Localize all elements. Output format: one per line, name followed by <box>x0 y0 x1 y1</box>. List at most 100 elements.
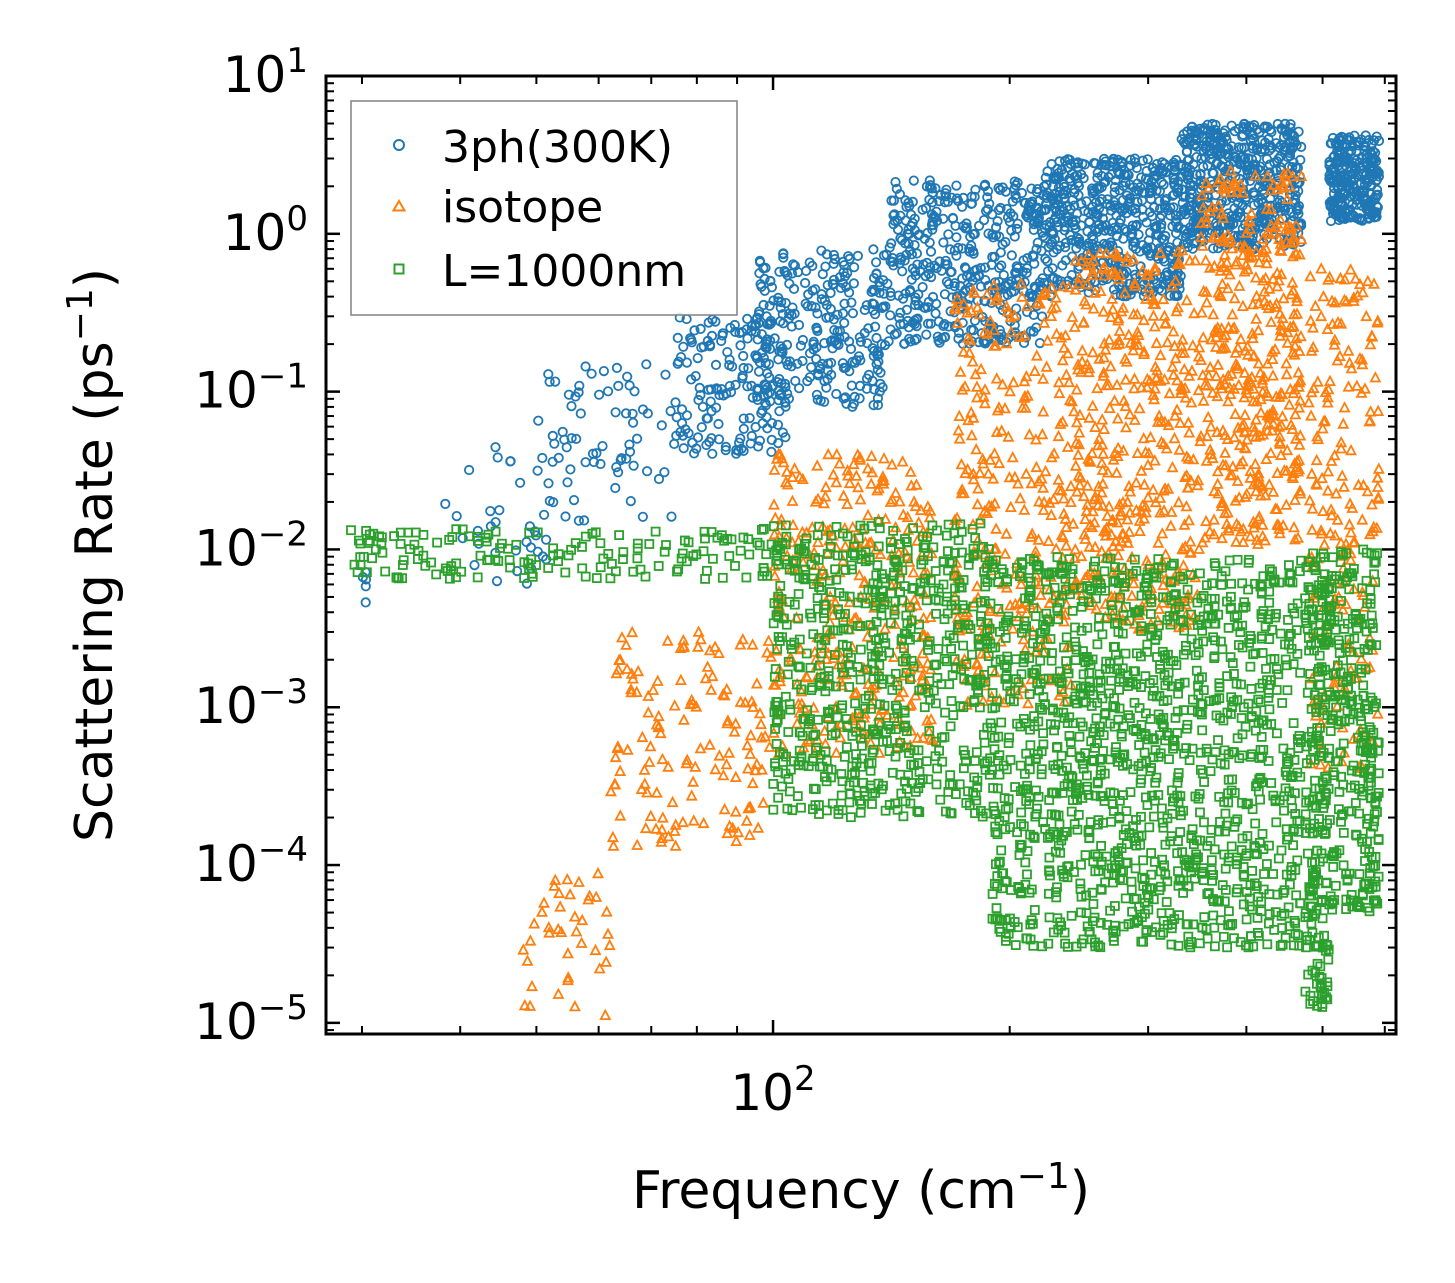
data-point <box>1083 540 1096 552</box>
data-point <box>360 597 371 608</box>
data-point <box>885 537 896 547</box>
data-point <box>577 563 588 574</box>
data-point <box>721 716 734 729</box>
data-point <box>1228 321 1241 333</box>
data-point <box>1154 243 1165 254</box>
data-point <box>697 401 709 412</box>
data-point <box>360 574 372 585</box>
data-point <box>505 456 516 467</box>
data-point <box>830 746 843 758</box>
data-point <box>1325 508 1338 521</box>
data-point <box>1029 258 1040 269</box>
data-point <box>1201 429 1214 442</box>
data-point <box>1092 241 1103 252</box>
data-point <box>1015 577 1028 589</box>
data-point <box>1225 367 1238 379</box>
data-point <box>951 611 964 623</box>
data-point <box>1184 192 1195 203</box>
data-point <box>696 342 707 353</box>
data-point <box>1108 394 1121 406</box>
data-point <box>981 327 994 339</box>
data-point <box>1154 506 1167 518</box>
data-point <box>1171 373 1184 386</box>
data-point <box>1200 296 1213 308</box>
data-point <box>1144 430 1157 443</box>
data-point <box>638 763 651 775</box>
data-point <box>572 875 585 887</box>
data-point <box>670 397 681 408</box>
data-point <box>543 926 556 938</box>
data-point <box>668 699 681 711</box>
data-point <box>928 542 939 553</box>
data-point <box>1361 274 1374 287</box>
data-point <box>1293 126 1304 137</box>
data-point <box>948 633 959 643</box>
data-point <box>1270 297 1283 309</box>
data-point <box>817 268 828 280</box>
data-point <box>1079 512 1092 524</box>
data-point <box>922 302 933 313</box>
data-point <box>870 587 881 597</box>
data-point <box>756 763 768 775</box>
data-point <box>1074 471 1087 483</box>
data-point <box>1270 390 1283 402</box>
data-point <box>1263 478 1276 490</box>
data-point <box>795 685 808 697</box>
data-point <box>1357 478 1370 491</box>
data-point <box>560 567 571 578</box>
data-point <box>874 717 885 728</box>
data-point <box>1142 491 1154 503</box>
data-point <box>982 192 993 203</box>
data-point <box>868 399 879 411</box>
data-point <box>720 444 731 456</box>
data-point <box>1281 192 1294 205</box>
data-point <box>1247 420 1260 432</box>
data-point <box>1158 504 1170 516</box>
data-point <box>1073 408 1086 421</box>
data-point <box>593 389 605 400</box>
data-point <box>1338 480 1350 492</box>
data-point <box>1168 202 1179 213</box>
data-point <box>1004 500 1017 513</box>
data-point <box>1066 310 1079 322</box>
data-point <box>391 572 402 583</box>
data-point <box>736 326 748 338</box>
data-point <box>1278 464 1291 476</box>
data-point <box>970 533 981 543</box>
data-point <box>939 654 950 664</box>
data-point <box>804 348 816 359</box>
data-point <box>714 389 725 401</box>
data-point <box>765 315 776 326</box>
data-point <box>1241 262 1254 275</box>
data-point <box>410 527 421 538</box>
data-point <box>1350 379 1363 391</box>
data-point <box>996 260 1007 271</box>
data-point <box>1057 260 1068 271</box>
data-point <box>950 663 961 674</box>
data-point <box>725 386 737 398</box>
data-point <box>891 556 901 566</box>
data-point <box>627 672 639 684</box>
data-point <box>839 751 850 762</box>
data-point <box>1073 437 1085 450</box>
data-point <box>744 747 757 759</box>
data-point <box>777 455 790 468</box>
data-point <box>1364 337 1377 350</box>
data-point <box>1276 311 1289 324</box>
data-point <box>1124 485 1137 497</box>
data-point <box>720 682 733 695</box>
data-point <box>826 608 839 620</box>
data-point <box>1226 308 1239 320</box>
data-point <box>1285 137 1296 148</box>
data-point <box>908 661 919 672</box>
data-point <box>1047 263 1058 274</box>
data-point <box>773 437 784 449</box>
data-point <box>885 724 896 734</box>
data-point <box>750 319 762 330</box>
data-point <box>1229 346 1242 358</box>
data-point <box>1195 429 1207 442</box>
data-point <box>1370 193 1381 204</box>
data-point <box>819 396 830 407</box>
data-point <box>1356 353 1369 365</box>
data-point <box>1371 707 1384 719</box>
